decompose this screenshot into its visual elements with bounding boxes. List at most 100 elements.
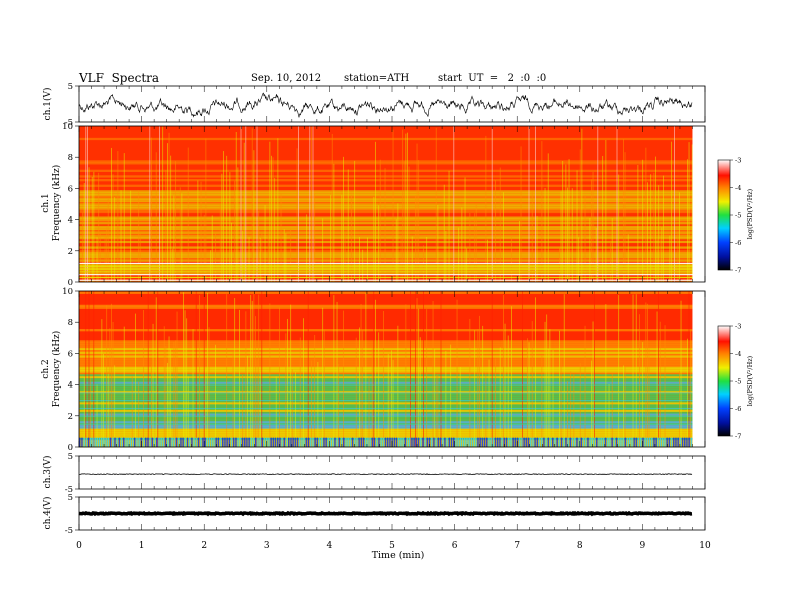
ch2-spectrogram-lowband: [186, 437, 189, 447]
ch1-spectrogram-lowband: [79, 276, 693, 279]
ch3-waveform-ylabel: ch.3(V): [42, 456, 53, 489]
ch2-spectrogram-streak: [479, 315, 480, 447]
ch2-spectrogram-band: [79, 390, 693, 394]
ch1-spectrogram-streak: [237, 167, 239, 282]
ch2-spectrogram-streak: [560, 358, 562, 447]
ch1-spectrogram-streak: [312, 126, 314, 282]
ch2-spectrogram-streak: [658, 291, 659, 447]
ch2-spectrogram-streak: [365, 293, 367, 447]
ch2-spectrogram-lowband: [510, 437, 512, 447]
ch2-spectrogram-lowband: [351, 437, 354, 447]
ch2-spectrogram-band: [79, 347, 693, 351]
ch2-spectrogram-lowband: [180, 437, 182, 447]
ch1-spectrogram-streak: [688, 142, 690, 282]
ch2-spectrogram-lowband: [332, 437, 334, 447]
ch2-spectrogram-lowband: [158, 437, 160, 447]
ch4-waveform-ytick-label: 5: [68, 493, 73, 503]
ch2-spectrogram-streak: [192, 329, 194, 447]
ch1-spectrogram-streak: [663, 175, 664, 282]
ch1-spectrogram-band: [79, 195, 693, 199]
ch2-spectrogram-streak: [594, 291, 595, 447]
ch1-spectrogram-streak: [234, 180, 236, 282]
ch2-spectrogram-lowband: [611, 437, 613, 447]
ch1-spectrogram-streak: [251, 128, 253, 282]
station-label: station=ATH: [344, 73, 410, 84]
ch1-spectrogram-band: [79, 208, 693, 212]
ch2-spectrogram-lowband: [129, 437, 132, 447]
ch1-spectrogram-streak: [359, 237, 360, 282]
time-axis-tick-label: 4: [327, 541, 333, 551]
ch2-spectrogram-lowband: [644, 437, 646, 447]
ch2-spectrogram-lowband: [411, 437, 413, 447]
ch2-spectrogram-lowband: [362, 437, 365, 447]
ch2-spectrogram-streak: [410, 291, 411, 447]
ch2-spectrogram-lowband: [571, 437, 574, 447]
ch1-spectrogram-band: [79, 184, 693, 187]
ch2-spec-ylabel-line2: Frequency (kHz): [51, 331, 62, 408]
ch2-spectrogram-streak: [307, 291, 309, 447]
ch1-spectrogram-streak: [597, 126, 599, 282]
ch3-waveform-ytick-label: -5: [65, 485, 73, 495]
ch1-spectrogram-streak: [226, 155, 228, 282]
ch2-spectrogram-lowband: [96, 437, 99, 447]
ch2-spectrogram-streak: [647, 303, 648, 447]
ch2-spectrogram-band: [79, 411, 693, 414]
ch2-spectrogram-lowband: [244, 437, 246, 447]
ch2-spectrogram-lowband: [499, 437, 501, 447]
ch2-spectrogram-lowband: [151, 437, 154, 447]
ch1-spectrogram-streak: [448, 170, 450, 282]
ch2-spectrogram-lowband: [534, 437, 536, 447]
ch2-spectrogram-streak: [333, 295, 335, 447]
ch2-spectrogram-lowband: [563, 437, 565, 447]
ch2-spectrogram-band: [79, 435, 693, 439]
ch1-spectrogram-streak: [197, 180, 199, 282]
ch1-spectrogram-streak: [576, 170, 578, 282]
ch2-spectrogram-lowband: [138, 437, 140, 447]
ch2-spectrogram-band: [79, 424, 693, 427]
ch4-waveform-ytick-label: -5: [65, 526, 73, 536]
ch1-spectrogram-streak: [560, 191, 562, 282]
ch2-spectrogram-lowband: [202, 437, 204, 447]
ch2-spectrogram-streak: [343, 310, 344, 447]
ch2-spectrogram-streak: [373, 291, 375, 447]
ch2-spectrogram-band: [79, 357, 693, 360]
ch2-spectrogram-streak: [173, 341, 175, 447]
ch1-spectrogram-band: [79, 190, 693, 193]
ch2-spectrogram-cyanline: [79, 384, 693, 386]
ch2-spectrogram-lowband: [127, 437, 129, 447]
ch2-spectrogram-lowband: [426, 437, 429, 447]
ch1-spectrogram-streak: [280, 193, 282, 282]
ch1-spectrogram-streak: [407, 132, 408, 282]
ch2-spectrogram-lowband: [204, 437, 206, 447]
ch1-spectrogram-band: [79, 199, 693, 202]
ch2-spectrogram-lowband: [215, 437, 217, 447]
ch1-spectrogram-streak: [223, 151, 224, 282]
ch2-spectrogram-lowband: [98, 437, 101, 447]
ch1-spectrogram-streak: [240, 126, 242, 282]
ch2-spectrogram-lowband: [222, 437, 224, 447]
ch1-spectrogram-band: [79, 201, 693, 204]
ch2-spectrogram-panel: 0 2 4 6 8 10: [62, 287, 706, 453]
ch1-spectrogram-streak: [253, 150, 255, 282]
ch2-spectrogram-streak: [362, 329, 364, 447]
ch2-spectrogram-lowband: [580, 437, 583, 447]
ch2-spectrogram-streak: [405, 304, 407, 447]
ch1-spectrogram-streak: [120, 190, 122, 282]
ch2-spectrogram-streak: [311, 360, 312, 447]
ch2-spectrogram-band: [79, 377, 693, 381]
ch2-spectrogram-band: [79, 428, 693, 431]
ch2-spectrogram-streak: [155, 297, 157, 447]
ch2-spectrogram-lowband: [103, 437, 105, 447]
ch2-spectrogram-band: [79, 349, 693, 352]
ch2-spectrogram-lowband: [492, 437, 495, 447]
ch2-spectrogram-band: [79, 409, 693, 412]
ch2-spectrogram-lowband: [343, 437, 345, 447]
ch1-spectrogram-streak: [96, 237, 98, 282]
ch2-spectrogram-lowband: [380, 437, 382, 447]
ch2-spectrogram-streak: [549, 329, 551, 447]
ch2-spectrogram-lowband: [147, 437, 149, 447]
ch2-spectrogram-lowband: [94, 437, 96, 447]
ch1-spectrogram-band: [79, 259, 693, 262]
ch2-spectrogram-cyanline: [79, 415, 693, 417]
